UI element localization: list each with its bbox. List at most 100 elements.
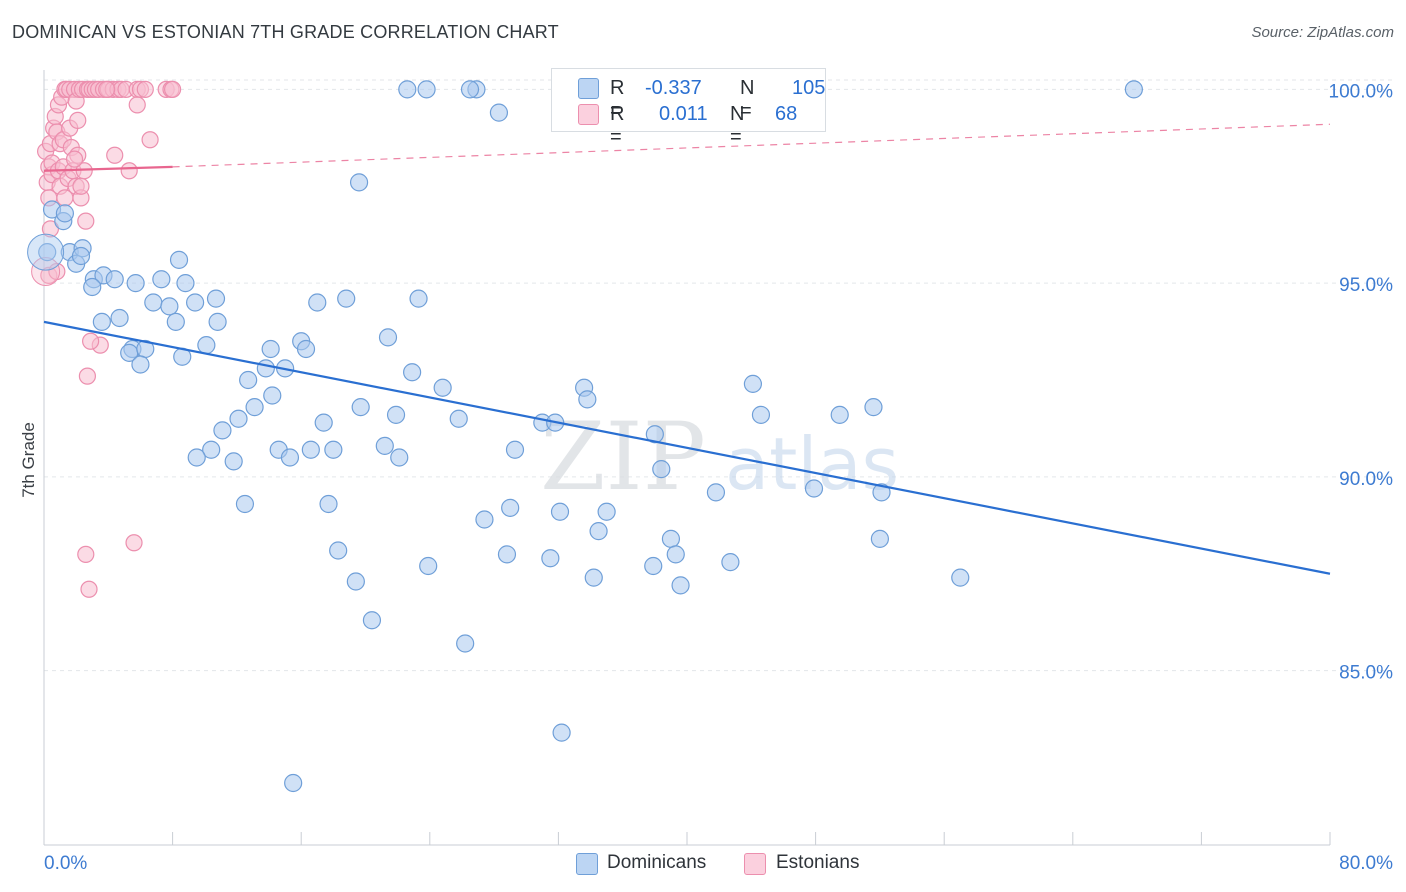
dominican-point xyxy=(433,378,452,397)
legend-label-estonians: Estonians xyxy=(776,852,860,873)
dominican-point xyxy=(497,545,517,564)
estonian-point xyxy=(41,220,60,238)
dominican-point xyxy=(390,448,409,467)
dominican-point xyxy=(589,522,608,541)
dominican-point xyxy=(197,336,216,355)
dominican-point xyxy=(256,359,275,378)
estonian-point xyxy=(82,332,100,350)
y-tick-label: 100.0% xyxy=(1329,81,1394,102)
dominican-point xyxy=(417,80,436,99)
estonian-point xyxy=(78,367,97,385)
dominican-point xyxy=(501,498,520,517)
dominican-point xyxy=(403,363,422,382)
dominican-point xyxy=(166,312,185,331)
dominican-point xyxy=(235,494,255,514)
legend-n-label: N = xyxy=(740,77,755,122)
dominican-point xyxy=(872,483,891,502)
dominican-point xyxy=(152,270,171,289)
dominican-point xyxy=(489,103,509,122)
dominican-point xyxy=(349,173,369,192)
estonian-point xyxy=(69,111,87,129)
dominican-point xyxy=(870,529,890,548)
dominican-point xyxy=(661,529,681,548)
dominican-point xyxy=(187,448,206,467)
dominicans-trend-line xyxy=(43,320,1331,575)
dominican-point xyxy=(346,572,365,591)
dominican-point xyxy=(208,312,227,331)
y-tick-label: 85.0% xyxy=(1339,663,1393,684)
dominican-point xyxy=(55,204,74,223)
dominican-point xyxy=(645,425,664,444)
dominican-point xyxy=(83,277,102,297)
dominican-point xyxy=(652,460,671,479)
dominican-point xyxy=(578,390,597,409)
estonian-point xyxy=(136,80,154,98)
dominican-point xyxy=(280,448,300,467)
dominican-point xyxy=(284,773,303,793)
dominican-point xyxy=(830,405,849,424)
x-tick-label-max: 80.0% xyxy=(1339,853,1393,874)
chart-title: DOMINICAN VS ESTONIAN 7TH GRADE CORRELAT… xyxy=(12,22,559,42)
dominican-point xyxy=(449,409,468,428)
legend-swatch-pink xyxy=(578,104,599,125)
legend-swatch-pink xyxy=(744,853,766,875)
dominican-point xyxy=(460,80,480,99)
dominican-point xyxy=(245,398,264,417)
legend-n-value: 68 xyxy=(775,103,798,125)
dominican-point-large xyxy=(27,233,65,271)
stats-legend: R = -0.337 N = 105 R = 0.011 N = 68 xyxy=(551,68,826,148)
legend-n-label: N = xyxy=(730,103,745,148)
dominican-point xyxy=(144,293,163,312)
dominican-point xyxy=(743,374,763,393)
dominican-point xyxy=(319,494,338,514)
x-tick-label-min: 0.0% xyxy=(44,853,87,874)
dominican-point xyxy=(419,556,438,576)
y-tick-label: 90.0% xyxy=(1339,469,1393,490)
dominican-point xyxy=(263,386,282,405)
trend-lines xyxy=(43,123,1331,575)
estonian-point xyxy=(120,162,138,180)
dominican-point xyxy=(375,436,394,455)
source-label: Source: ZipAtlas.com xyxy=(1251,24,1394,41)
dominican-point xyxy=(597,502,616,521)
dominican-point xyxy=(213,421,232,440)
tick-labels: 85.0% 90.0% 95.0% 100.0% 0.0% 80.0% xyxy=(44,81,1393,874)
estonian-point xyxy=(72,177,90,195)
y-axis-label: 7th Grade xyxy=(19,422,38,498)
dominican-point xyxy=(751,405,771,424)
dominican-point xyxy=(224,452,243,471)
dominican-point xyxy=(261,339,280,359)
estonian-point xyxy=(80,580,98,598)
dominican-point xyxy=(541,549,560,568)
dominican-point xyxy=(110,308,129,328)
dominican-point xyxy=(314,413,333,432)
legend-r-label: R = xyxy=(610,103,625,148)
dominican-point xyxy=(378,328,398,347)
legend-swatch-blue xyxy=(576,853,598,875)
dominican-point xyxy=(362,611,382,630)
dominican-point xyxy=(666,545,685,564)
dominican-point xyxy=(206,289,226,308)
dominican-point xyxy=(301,440,320,459)
dominican-point xyxy=(38,243,57,262)
dominican-point xyxy=(398,80,417,99)
dominican-point xyxy=(308,293,327,312)
dominican-point xyxy=(229,409,248,428)
dominican-point xyxy=(721,553,740,572)
estonian-point xyxy=(125,534,143,552)
dominican-point xyxy=(475,510,494,529)
dominican-point xyxy=(71,246,91,266)
legend-label-dominicans: Dominicans xyxy=(607,852,707,873)
dominican-point xyxy=(550,502,570,521)
estonian-point xyxy=(65,150,84,168)
estonian-point xyxy=(77,212,95,230)
estonians-points xyxy=(31,80,182,598)
dominican-point xyxy=(706,483,726,502)
estonian-point xyxy=(164,80,182,98)
y-tick-label: 95.0% xyxy=(1339,275,1393,296)
legend-r-value: -0.337 xyxy=(645,77,702,99)
estonian-point xyxy=(106,146,124,164)
estonian-point xyxy=(77,545,95,563)
dominican-point xyxy=(351,398,370,417)
